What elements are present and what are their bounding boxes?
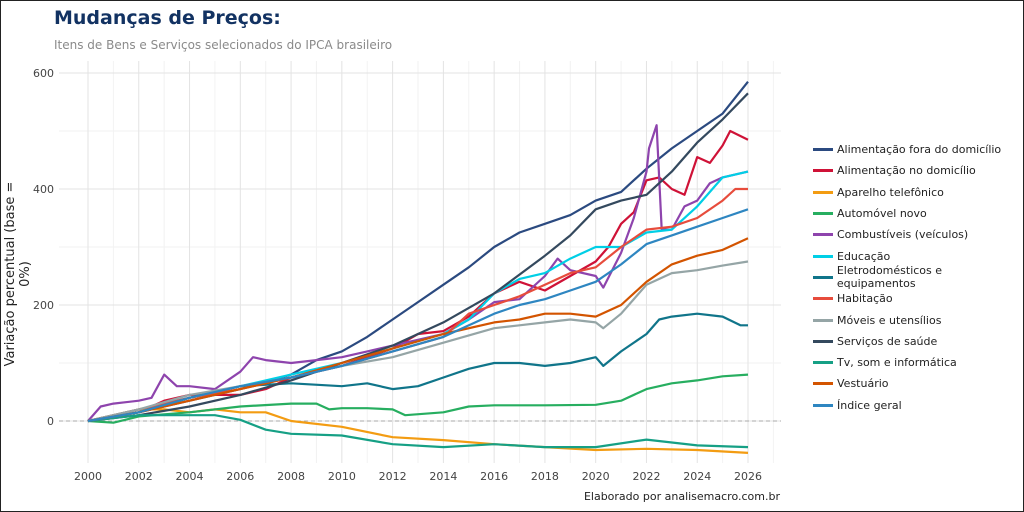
legend-item: Aparelho telefônico xyxy=(813,182,1023,203)
legend-swatch xyxy=(813,212,833,216)
legend-swatch xyxy=(813,190,833,194)
legend-label: Educação xyxy=(837,249,891,263)
x-tick-label: 2004 xyxy=(176,470,204,483)
legend-item: Móveis e utensílios xyxy=(813,309,1023,330)
y-tick-label: 0 xyxy=(47,415,54,428)
legend-item: Eletrodomésticos e equipamentos xyxy=(813,264,1023,291)
legend-item: Índice geral xyxy=(813,395,1023,416)
legend-swatch xyxy=(813,318,833,322)
legend-swatch xyxy=(813,254,833,258)
legend-label: Índice geral xyxy=(837,398,902,412)
x-tick-label: 2006 xyxy=(226,470,254,483)
series-line-11 xyxy=(87,237,749,423)
legend-item: Serviços de saúde xyxy=(813,331,1023,352)
legend-label: Automóvel novo xyxy=(837,207,927,221)
series-line-9 xyxy=(87,92,749,423)
x-tick-label: 2002 xyxy=(125,470,153,483)
x-tick-label: 2016 xyxy=(480,470,508,483)
x-tick-label: 2022 xyxy=(632,470,660,483)
legend-swatch xyxy=(813,361,833,365)
x-tick-label: 2012 xyxy=(379,470,407,483)
legend-swatch xyxy=(813,339,833,343)
legend-swatch xyxy=(813,403,833,407)
legend-label: Eletrodomésticos e equipamentos xyxy=(836,264,943,291)
legend-label: Alimentação fora do domicílio xyxy=(837,143,1002,157)
x-tick-label: 2018 xyxy=(531,470,559,483)
legend-item: Alimentação fora do domicílio xyxy=(813,139,1023,160)
chart-subtitle: Itens de Bens e Serviços selecionados do… xyxy=(54,38,393,52)
legend-swatch xyxy=(813,382,833,386)
series-line-5 xyxy=(87,170,749,423)
x-tick-label: 2014 xyxy=(429,470,457,483)
series-line-3 xyxy=(87,373,749,424)
caption: Elaborado por analisemacro.com.br xyxy=(583,490,780,503)
legend-swatch xyxy=(813,233,833,237)
legend-label: Vestuário xyxy=(837,377,889,391)
legend-label: Combustíveis (veículos) xyxy=(837,228,969,242)
legend-label: Serviços de saúde xyxy=(837,334,938,348)
legend-swatch xyxy=(813,297,833,301)
series-line-10 xyxy=(87,414,749,449)
y-tick-label: 600 xyxy=(33,67,54,80)
legend-label: Tv, som e informática xyxy=(837,356,957,370)
chart-title: Mudanças de Preços: xyxy=(54,7,281,29)
series-line-6 xyxy=(87,312,748,423)
legend-label: Alimentação no domicílio xyxy=(837,164,976,178)
y-tick-label: 200 xyxy=(33,299,54,312)
legend: Alimentação fora do domicílio Alimentação… xyxy=(813,139,1023,416)
x-tick-label: 2000 xyxy=(74,470,102,483)
legend-item: Educação xyxy=(813,245,1023,266)
legend-item: Vestuário xyxy=(813,373,1023,394)
legend-label: Habitação xyxy=(837,292,893,306)
legend-swatch xyxy=(813,275,833,279)
legend-label: Aparelho telefônico xyxy=(837,185,944,199)
x-tick-label: 2010 xyxy=(328,470,356,483)
legend-label: Móveis e utensílios xyxy=(837,313,942,327)
x-tick-label: 2020 xyxy=(582,470,610,483)
legend-item: Automóvel novo xyxy=(813,203,1023,224)
y-tick-label: 400 xyxy=(33,183,54,196)
x-tick-label: 2026 xyxy=(734,470,762,483)
legend-item: Habitação xyxy=(813,288,1023,309)
series-line-12 xyxy=(87,208,749,423)
series-line-2 xyxy=(87,408,749,454)
x-tick-label: 2008 xyxy=(277,470,305,483)
x-tick-label: 2024 xyxy=(683,470,711,483)
legend-item: Alimentação no domicílio xyxy=(813,160,1023,181)
legend-item: Tv, som e informática xyxy=(813,352,1023,373)
legend-swatch xyxy=(813,169,833,173)
series-line-1 xyxy=(87,129,749,423)
legend-swatch xyxy=(813,148,833,152)
legend-item: Combustíveis (veículos) xyxy=(813,224,1023,245)
